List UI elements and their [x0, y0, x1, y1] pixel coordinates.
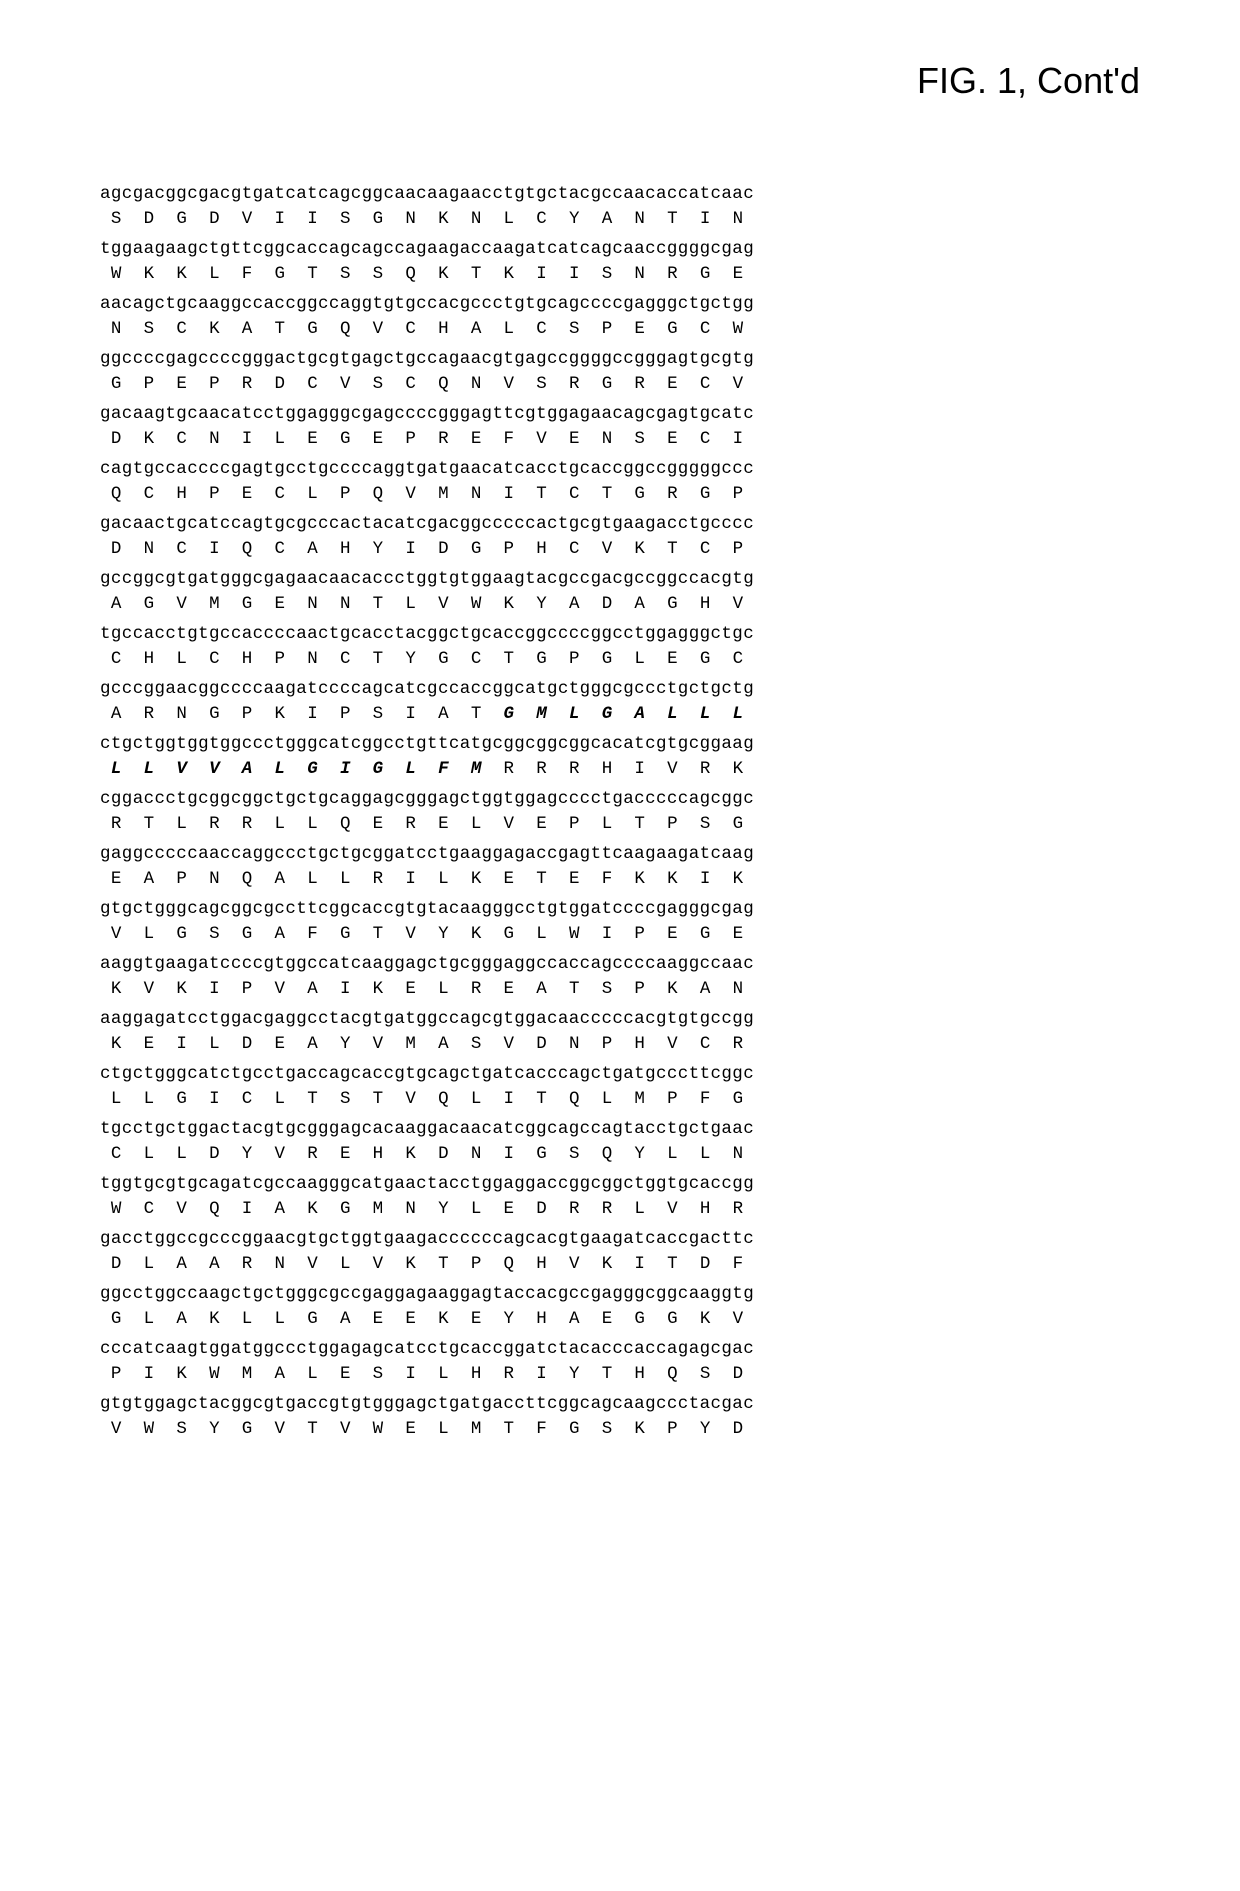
protein-sequence: R T L R R L L Q E R E L V E P L T P S G	[100, 812, 1140, 837]
sequence-block: ggccccgagccccgggactgcgtgagctgccagaacgtga…	[100, 347, 1140, 396]
sequence-block: gccggcgtgatgggcgagaacaacaccctggtgtggaagt…	[100, 567, 1140, 616]
protein-sequence: N S C K A T G Q V C H A L C S P E G C W	[100, 317, 1140, 342]
sequence-block: agcgacggcgacgtgatcatcagcggcaacaagaacctgt…	[100, 182, 1140, 231]
dna-sequence: gacctggccgcccggaacgtgctggtgaagaccccccagc…	[100, 1227, 1140, 1252]
dna-sequence: tgcctgctggactacgtgcgggagcacaaggacaacatcg…	[100, 1117, 1140, 1142]
protein-sequence: D N C I Q C A H Y I D G P H C V K T C P	[100, 537, 1140, 562]
sequence-block: tggaagaagctgttcggcaccagcagccagaagaccaaga…	[100, 237, 1140, 286]
dna-sequence: cggaccctgcggcggctgctgcaggagcgggagctggtgg…	[100, 787, 1140, 812]
protein-sequence: D K C N I L E G E P R E F V E N S E C I	[100, 427, 1140, 452]
dna-sequence: gacaactgcatccagtgcgcccactacatcgacggccccc…	[100, 512, 1140, 537]
protein-sequence: G P E P R D C V S C Q N V S R G R E C V	[100, 372, 1140, 397]
dna-sequence: ctgctgggcatctgcctgaccagcaccgtgcagctgatca…	[100, 1062, 1140, 1087]
sequence-block: cggaccctgcggcggctgctgcaggagcgggagctggtgg…	[100, 787, 1140, 836]
protein-sequence: P I K W M A L E S I L H R I Y T H Q S D	[100, 1362, 1140, 1387]
sequence-block: tgccacctgtgccaccccaactgcacctacggctgcaccg…	[100, 622, 1140, 671]
dna-sequence: ggccccgagccccgggactgcgtgagctgccagaacgtga…	[100, 347, 1140, 372]
dna-sequence: gcccggaacggccccaagatccccagcatcgccaccggca…	[100, 677, 1140, 702]
sequence-container: agcgacggcgacgtgatcatcagcggcaacaagaacctgt…	[100, 182, 1140, 1441]
protein-sequence: V L G S G A F G T V Y K G L W I P E G E	[100, 922, 1140, 947]
sequence-block: gacctggccgcccggaacgtgctggtgaagaccccccagc…	[100, 1227, 1140, 1276]
sequence-block: ctgctgggcatctgcctgaccagcaccgtgcagctgatca…	[100, 1062, 1140, 1111]
protein-sequence: W C V Q I A K G M N Y L E D R R L V H R	[100, 1197, 1140, 1222]
dna-sequence: tgccacctgtgccaccccaactgcacctacggctgcaccg…	[100, 622, 1140, 647]
sequence-block: gaggcccccaaccaggccctgctgcggatcctgaaggaga…	[100, 842, 1140, 891]
sequence-block: aaggtgaagatccccgtggccatcaaggagctgcgggagg…	[100, 952, 1140, 1001]
dna-sequence: aaggtgaagatccccgtggccatcaaggagctgcgggagg…	[100, 952, 1140, 977]
protein-sequence: W K K L F G T S S Q K T K I I S N R G E	[100, 262, 1140, 287]
dna-sequence: gaggcccccaaccaggccctgctgcggatcctgaaggaga…	[100, 842, 1140, 867]
protein-sequence: L L G I C L T S T V Q L I T Q L M P F G	[100, 1087, 1140, 1112]
dna-sequence: gacaagtgcaacatcctggagggcgagccccgggagttcg…	[100, 402, 1140, 427]
figure-title: FIG. 1, Cont'd	[100, 60, 1140, 102]
dna-sequence: tggaagaagctgttcggcaccagcagccagaagaccaaga…	[100, 237, 1140, 262]
dna-sequence: aaggagatcctggacgaggcctacgtgatggccagcgtgg…	[100, 1007, 1140, 1032]
sequence-block: aacagctgcaaggccaccggccaggtgtgccacgccctgt…	[100, 292, 1140, 341]
protein-sequence: L L V V A L G I G L F M R R R H I V R K	[100, 757, 1140, 782]
sequence-block: gacaagtgcaacatcctggagggcgagccccgggagttcg…	[100, 402, 1140, 451]
dna-sequence: tggtgcgtgcagatcgccaagggcatgaactacctggagg…	[100, 1172, 1140, 1197]
sequence-block: cccatcaagtggatggccctggagagcatcctgcaccgga…	[100, 1337, 1140, 1386]
protein-sequence: D L A A R N V L V K T P Q H V K I T D F	[100, 1252, 1140, 1277]
sequence-block: gtgtggagctacggcgtgaccgtgtgggagctgatgacct…	[100, 1392, 1140, 1441]
dna-sequence: agcgacggcgacgtgatcatcagcggcaacaagaacctgt…	[100, 182, 1140, 207]
protein-sequence: C H L C H P N C T Y G C T G P G L E G C	[100, 647, 1140, 672]
dna-sequence: gtgctgggcagcggcgccttcggcaccgtgtacaagggcc…	[100, 897, 1140, 922]
dna-sequence: ggcctggccaagctgctgggcgccgaggagaaggagtacc…	[100, 1282, 1140, 1307]
dna-sequence: ctgctggtggtggccctgggcatcggcctgttcatgcggc…	[100, 732, 1140, 757]
protein-sequence: A R N G P K I P S I A T G M L G A L L L	[100, 702, 1140, 727]
sequence-block: gacaactgcatccagtgcgcccactacatcgacggccccc…	[100, 512, 1140, 561]
protein-sequence: E A P N Q A L L R I L K E T E F K K I K	[100, 867, 1140, 892]
dna-sequence: gtgtggagctacggcgtgaccgtgtgggagctgatgacct…	[100, 1392, 1140, 1417]
protein-sequence: G L A K L L G A E E K E Y H A E G G K V	[100, 1307, 1140, 1332]
sequence-block: aaggagatcctggacgaggcctacgtgatggccagcgtgg…	[100, 1007, 1140, 1056]
protein-sequence: S D G D V I I S G N K N L C Y A N T I N	[100, 207, 1140, 232]
protein-sequence: C L L D Y V R E H K D N I G S Q Y L L N	[100, 1142, 1140, 1167]
sequence-block: tggtgcgtgcagatcgccaagggcatgaactacctggagg…	[100, 1172, 1140, 1221]
sequence-block: ctgctggtggtggccctgggcatcggcctgttcatgcggc…	[100, 732, 1140, 781]
dna-sequence: aacagctgcaaggccaccggccaggtgtgccacgccctgt…	[100, 292, 1140, 317]
protein-sequence: K V K I P V A I K E L R E A T S P K A N	[100, 977, 1140, 1002]
dna-sequence: gccggcgtgatgggcgagaacaacaccctggtgtggaagt…	[100, 567, 1140, 592]
protein-sequence: Q C H P E C L P Q V M N I T C T G R G P	[100, 482, 1140, 507]
sequence-block: gcccggaacggccccaagatccccagcatcgccaccggca…	[100, 677, 1140, 726]
sequence-block: cagtgccaccccgagtgcctgccccaggtgatgaacatca…	[100, 457, 1140, 506]
sequence-block: tgcctgctggactacgtgcgggagcacaaggacaacatcg…	[100, 1117, 1140, 1166]
protein-sequence: V W S Y G V T V W E L M T F G S K P Y D	[100, 1417, 1140, 1442]
protein-sequence: K E I L D E A Y V M A S V D N P H V C R	[100, 1032, 1140, 1057]
dna-sequence: cccatcaagtggatggccctggagagcatcctgcaccgga…	[100, 1337, 1140, 1362]
sequence-block: ggcctggccaagctgctgggcgccgaggagaaggagtacc…	[100, 1282, 1140, 1331]
protein-sequence: A G V M G E N N T L V W K Y A D A G H V	[100, 592, 1140, 617]
sequence-block: gtgctgggcagcggcgccttcggcaccgtgtacaagggcc…	[100, 897, 1140, 946]
dna-sequence: cagtgccaccccgagtgcctgccccaggtgatgaacatca…	[100, 457, 1140, 482]
